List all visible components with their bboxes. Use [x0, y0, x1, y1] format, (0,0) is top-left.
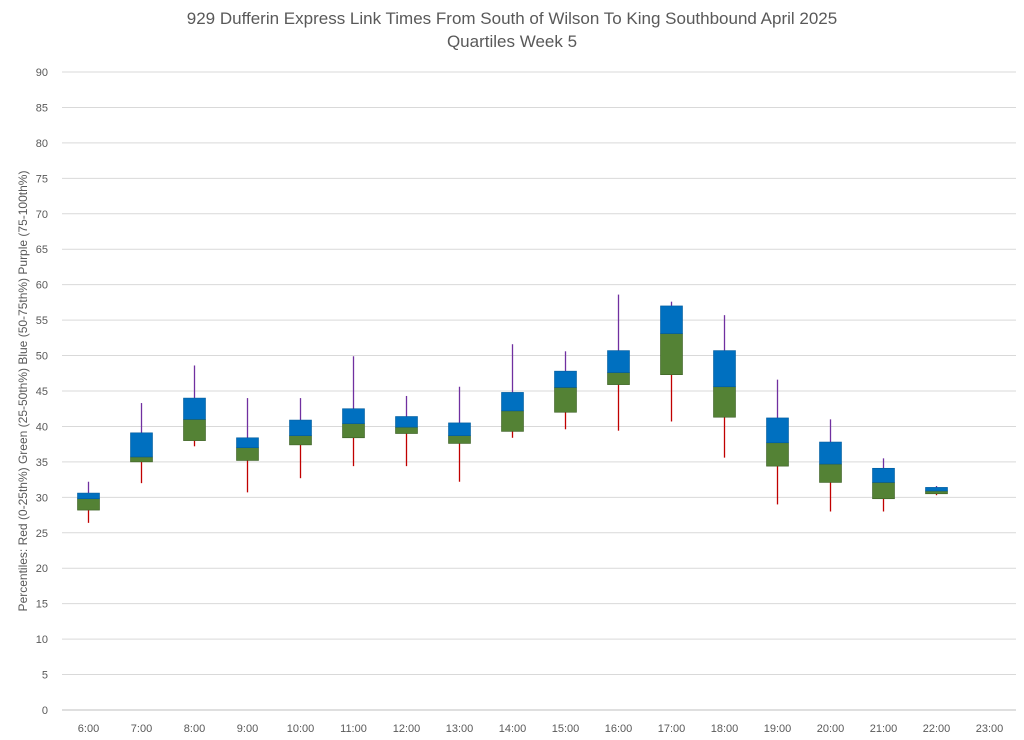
x-tick-label: 22:00	[923, 723, 951, 735]
box-lower-quartile	[130, 456, 153, 463]
x-tick-label: 8:00	[184, 723, 205, 735]
box-lower-quartile	[766, 442, 789, 467]
box-upper-quartile	[554, 370, 577, 388]
box-21:00	[872, 458, 895, 512]
quartile-boxes	[77, 294, 948, 523]
box-upper-quartile	[448, 422, 471, 436]
x-tick-label: 9:00	[237, 723, 258, 735]
box-6:00	[77, 481, 100, 523]
box-13:00	[448, 386, 471, 482]
box-lower-quartile	[289, 435, 312, 446]
box-17:00	[660, 301, 683, 422]
y-axis-label: Percentiles: Red (0-25th%) Green (25-50t…	[16, 171, 30, 612]
y-tick-label: 45	[36, 386, 48, 398]
box-lower-quartile	[660, 333, 683, 375]
box-lower-quartile	[713, 386, 736, 418]
y-tick-label: 55	[36, 315, 48, 327]
box-8:00	[183, 365, 206, 447]
box-lower-quartile	[501, 410, 524, 432]
y-tick-label: 80	[36, 138, 48, 150]
box-lower-quartile	[819, 463, 842, 483]
box-upper-quartile	[183, 397, 206, 420]
x-tick-label: 10:00	[287, 723, 315, 735]
y-tick-label: 15	[36, 599, 48, 611]
box-15:00	[554, 351, 577, 430]
box-upper-quartile	[77, 492, 100, 500]
gridlines	[62, 71, 1016, 711]
x-tick-label: 14:00	[499, 723, 527, 735]
x-tick-label: 17:00	[658, 723, 686, 735]
box-upper-quartile	[766, 417, 789, 444]
x-tick-label: 16:00	[605, 723, 633, 735]
box-lower-quartile	[448, 435, 471, 444]
y-tick-label: 50	[36, 351, 48, 363]
x-tick-label: 23:00	[976, 723, 1004, 735]
x-tick-label: 20:00	[817, 723, 845, 735]
box-upper-quartile	[607, 350, 630, 373]
x-axis-ticks: 6:00 7:00 8:00 9:00 10:00 11:00 12:00 13:00 14:0…	[78, 723, 1003, 735]
y-tick-label: 25	[36, 528, 48, 540]
box-upper-quartile	[236, 437, 259, 449]
x-tick-label: 7:00	[131, 723, 152, 735]
box-upper-quartile	[130, 432, 153, 458]
box-18:00	[713, 315, 736, 458]
y-tick-label: 5	[42, 670, 48, 682]
x-tick-label: 12:00	[393, 723, 421, 735]
box-upper-quartile	[713, 350, 736, 388]
box-upper-quartile	[819, 441, 842, 465]
y-tick-label: 75	[36, 173, 48, 185]
box-22:00	[925, 485, 948, 496]
box-7:00	[130, 403, 153, 484]
box-16:00	[607, 294, 630, 431]
box-lower-quartile	[77, 498, 100, 511]
box-12:00	[395, 395, 418, 467]
box-upper-quartile	[501, 392, 524, 412]
y-tick-label: 35	[36, 457, 48, 469]
x-tick-label: 21:00	[870, 723, 898, 735]
box-lower-quartile	[607, 372, 630, 385]
y-tick-label: 0	[42, 705, 48, 717]
x-tick-label: 19:00	[764, 723, 792, 735]
box-lower-quartile	[183, 419, 206, 441]
box-lower-quartile	[342, 423, 365, 439]
x-tick-label: 11:00	[340, 723, 367, 735]
y-tick-label: 85	[36, 102, 48, 114]
chart-subtitle: Quartiles Week 5	[446, 32, 578, 51]
y-axis-ticks: 0 5 10 15 20 25 30 35 40 45 50 55 60 65 70 75 80 85 90	[36, 67, 48, 717]
box-14:00	[501, 344, 524, 438]
box-lower-quartile	[554, 387, 577, 413]
box-9:00	[236, 398, 259, 493]
box-lower-quartile	[925, 490, 948, 495]
y-tick-label: 20	[36, 563, 48, 575]
box-lower-quartile	[872, 482, 895, 500]
box-20:00	[819, 419, 842, 512]
box-lower-quartile	[395, 426, 418, 434]
box-10:00	[289, 398, 312, 479]
x-tick-label: 18:00	[711, 723, 739, 735]
x-tick-label: 13:00	[446, 723, 474, 735]
y-tick-label: 70	[36, 209, 48, 221]
x-tick-label: 15:00	[552, 723, 580, 735]
box-19:00	[766, 379, 789, 505]
box-lower-quartile	[236, 447, 259, 461]
box-upper-quartile	[925, 487, 948, 492]
y-tick-label: 30	[36, 492, 48, 504]
box-upper-quartile	[872, 467, 895, 483]
y-tick-label: 60	[36, 280, 48, 292]
y-tick-label: 40	[36, 421, 48, 433]
x-tick-label: 6:00	[78, 723, 99, 735]
box-upper-quartile	[395, 416, 418, 428]
box-11:00	[342, 356, 365, 467]
y-tick-label: 90	[36, 67, 48, 79]
box-upper-quartile	[289, 419, 312, 436]
box-upper-quartile	[660, 305, 683, 334]
box-upper-quartile	[342, 408, 365, 424]
y-tick-label: 10	[36, 634, 48, 646]
chart-title: 929 Dufferin Express Link Times From Sou…	[186, 9, 838, 28]
y-tick-label: 65	[36, 244, 48, 256]
